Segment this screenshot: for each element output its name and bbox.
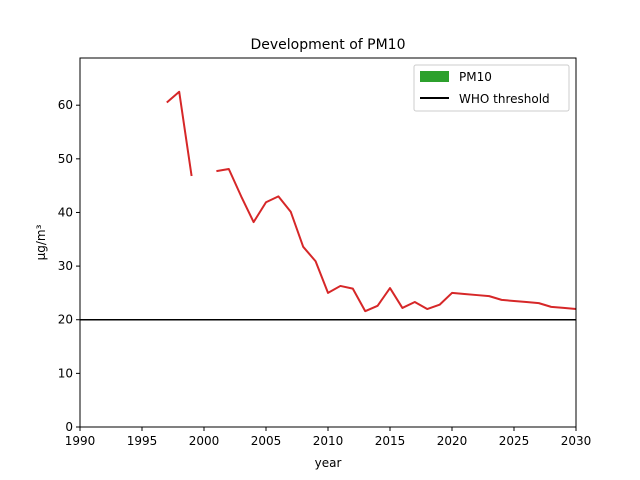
pm10-series-line-segment-2 xyxy=(216,168,576,313)
x-tick-label: 1995 xyxy=(127,434,158,448)
x-tick-label: 2010 xyxy=(313,434,344,448)
pm10-series-line-segment-1 xyxy=(166,90,193,177)
y-tick-label: 60 xyxy=(58,98,73,112)
plot-area-frame xyxy=(79,57,577,428)
legend-swatch-pm10 xyxy=(420,71,449,82)
x-tick-label: 2030 xyxy=(561,434,592,448)
y-tick-label: 10 xyxy=(58,366,73,380)
chart-title: Development of PM10 xyxy=(251,37,406,53)
y-axis: 0 10 20 30 40 50 60 xyxy=(58,98,80,434)
y-tick-label: 20 xyxy=(58,313,73,327)
y-tick-label: 0 xyxy=(65,420,73,434)
y-tick-label: 40 xyxy=(58,205,73,219)
x-tick-label: 2005 xyxy=(251,434,282,448)
x-axis-label: year xyxy=(315,456,342,470)
legend: PM10 WHO threshold xyxy=(413,64,570,112)
legend-label-who-threshold: WHO threshold xyxy=(459,92,550,106)
plot-data-layer xyxy=(80,90,576,321)
y-tick-label: 50 xyxy=(58,152,73,166)
x-tick-label: 2020 xyxy=(437,434,468,448)
legend-label-pm10: PM10 xyxy=(459,70,492,84)
y-axis-label: μg/m³ xyxy=(34,224,48,260)
x-tick-label: 2025 xyxy=(499,434,530,448)
x-axis: 1990 1995 2000 2005 2010 2015 2020 2025 2030 xyxy=(65,427,592,448)
x-tick-label: 2015 xyxy=(375,434,406,448)
legend-box xyxy=(413,64,570,112)
x-tick-label: 2000 xyxy=(189,434,220,448)
x-tick-label: 1990 xyxy=(65,434,96,448)
y-tick-label: 30 xyxy=(58,259,73,273)
